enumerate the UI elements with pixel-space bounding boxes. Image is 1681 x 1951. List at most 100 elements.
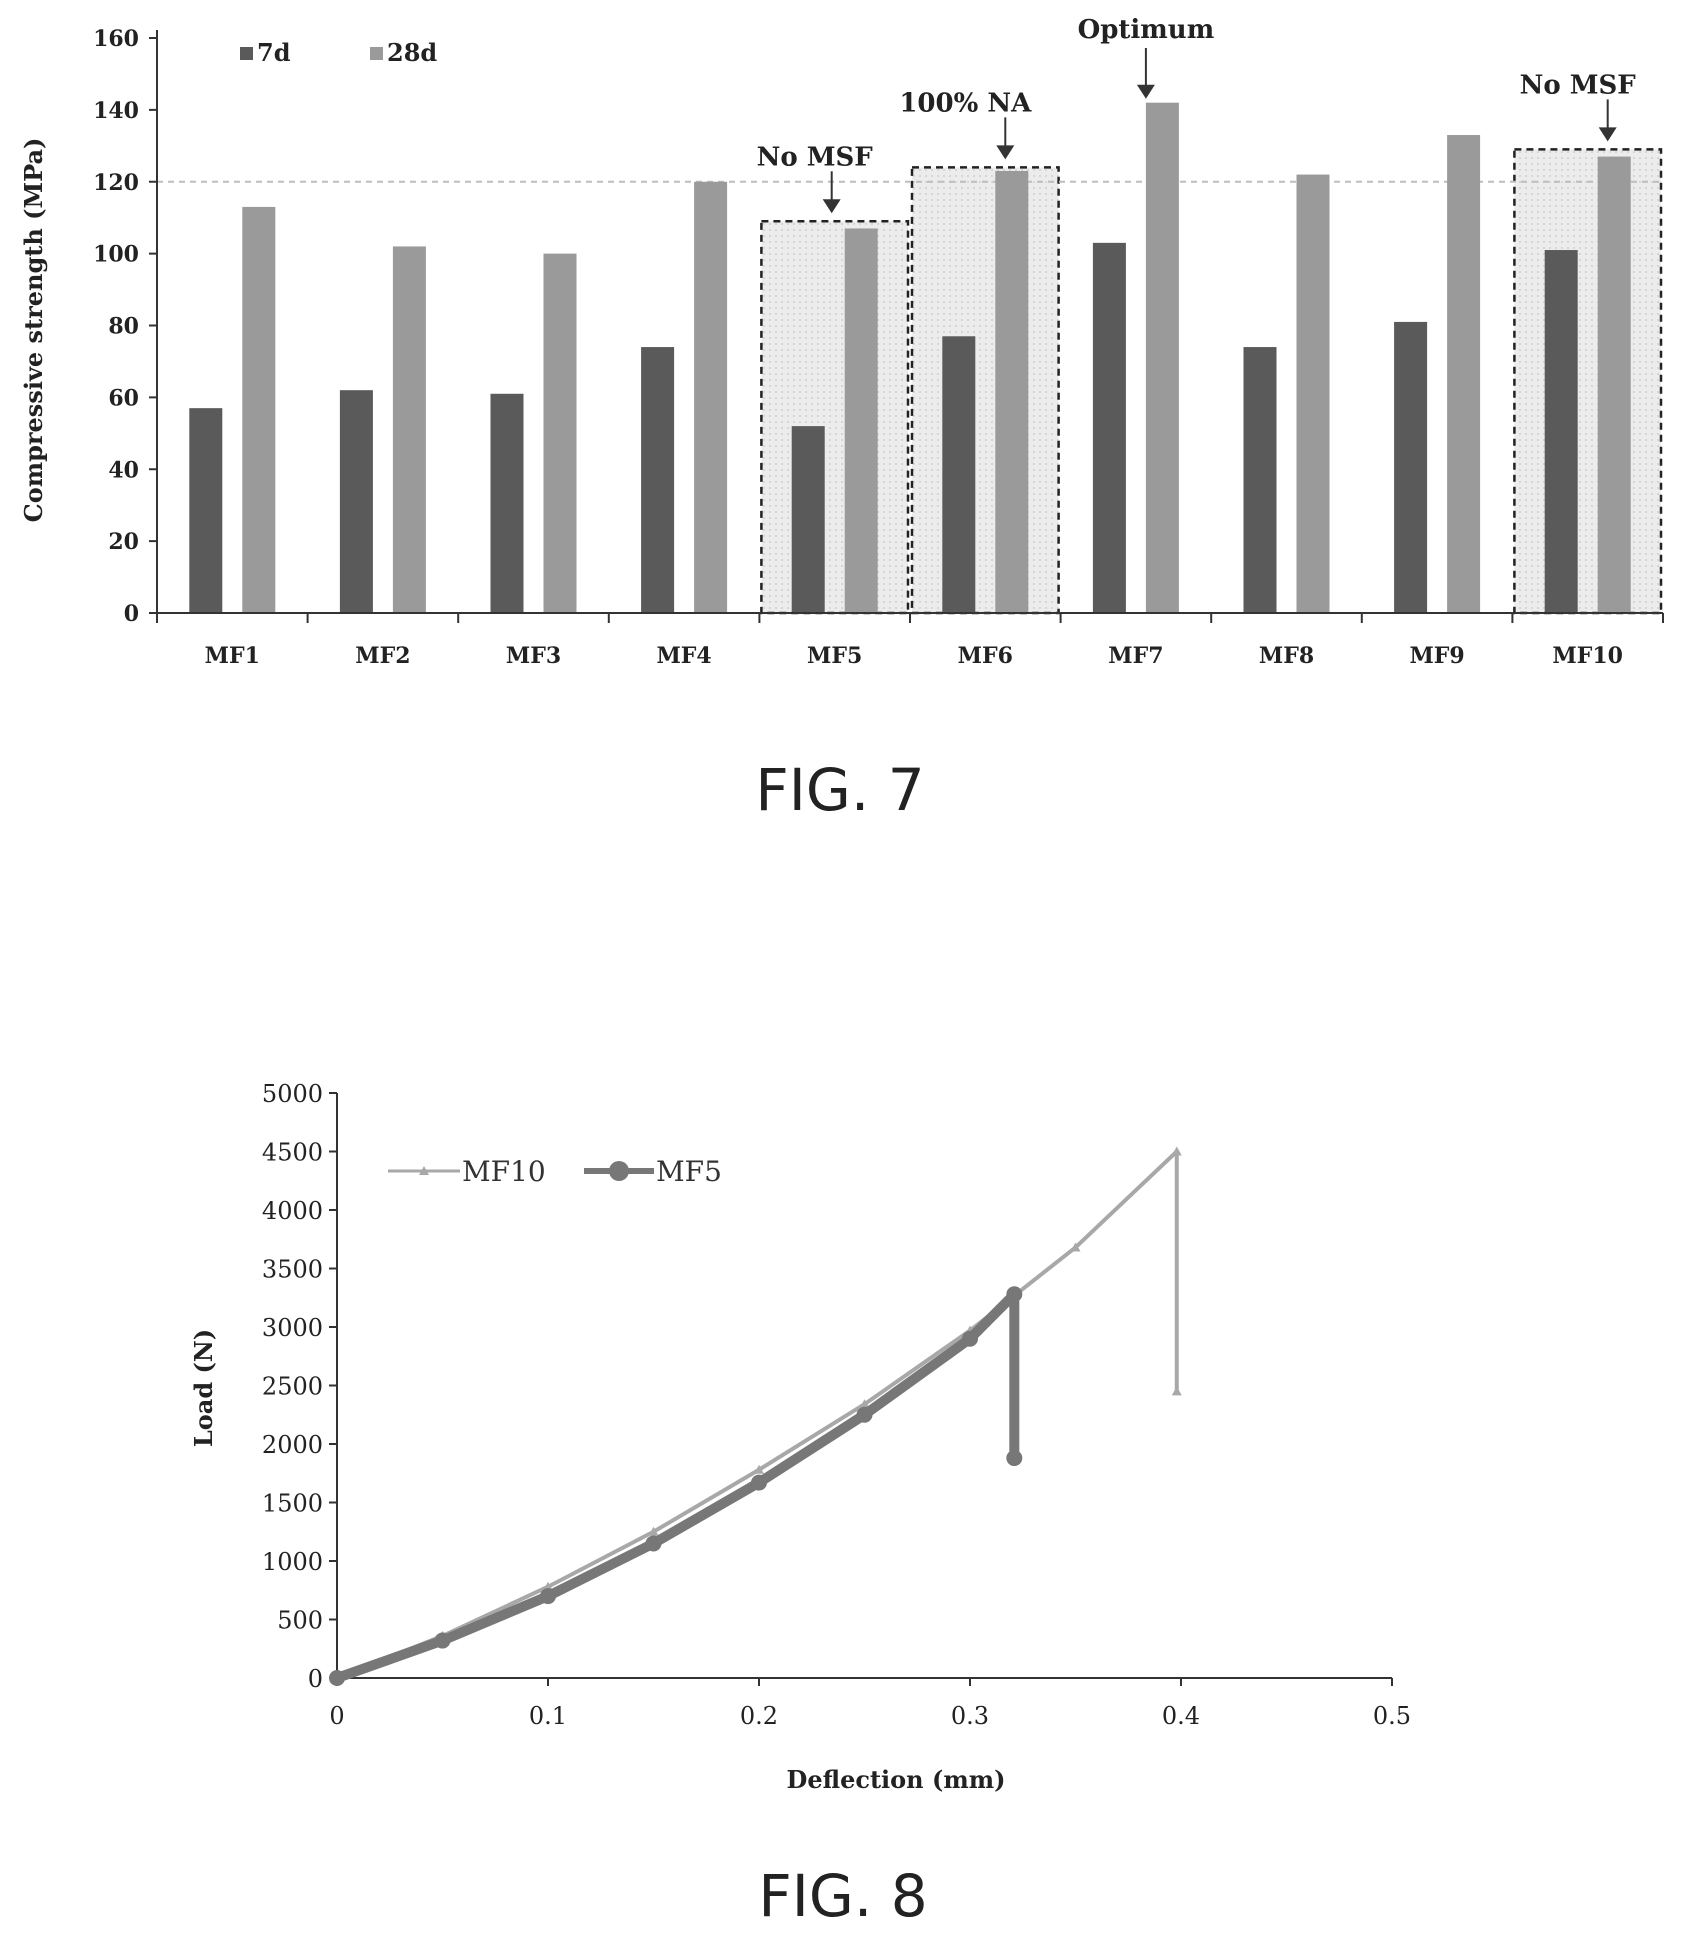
- fig8-legend-label-mf10: MF10: [462, 1155, 546, 1188]
- fig7-y-tick-label: 60: [108, 385, 139, 411]
- point-mf5: [645, 1535, 662, 1552]
- bar-28d-mf1: [242, 206, 276, 613]
- bar-7d-mf3: [490, 393, 524, 613]
- highlight-label-mf5: No MSF: [757, 142, 874, 172]
- fig7-legend: 7d 28d: [240, 38, 437, 67]
- fig7-y-tick-label: 20: [108, 529, 139, 555]
- fig7-bars: [189, 102, 1631, 613]
- bar-7d-mf1: [189, 408, 223, 613]
- fig7-x-ticks: MF1 MF2 MF3 MF4 MF5 MF6 MF7 MF8 MF9 MF10: [205, 643, 1623, 669]
- highlight-label-mf10: No MSF: [1520, 70, 1637, 100]
- bar-28d-mf7: [1145, 102, 1179, 613]
- annotation-label-mf7: Optimum: [1078, 15, 1215, 45]
- fig7-y-tick-label: 40: [108, 457, 139, 483]
- point-mf10: [754, 1464, 764, 1474]
- bar-28d-mf2: [392, 246, 426, 613]
- bar-7d-mf9: [1394, 321, 1428, 613]
- point-mf5: [751, 1474, 767, 1491]
- highlight-mf5-arrow-head: [822, 199, 841, 214]
- point-mf10: [859, 1399, 870, 1409]
- fig8-y-tick-label: 4500: [262, 1139, 323, 1167]
- fig7-x-tick-label: MF8: [1259, 643, 1314, 669]
- fig7-y-tick-label: 140: [93, 98, 139, 124]
- fig7-y-tick-label: 160: [93, 26, 139, 52]
- fig7-x-tick-label: MF10: [1552, 643, 1623, 669]
- fig8-x-tick-label: 0.1: [529, 1702, 567, 1730]
- fig7-x-tick-label: MF7: [1108, 643, 1163, 669]
- point-mf10: [1171, 1146, 1182, 1156]
- fig8-legend-marker-mf5: [609, 1161, 629, 1181]
- fig7-y-axis-title: Compressive strength (MPa): [19, 138, 48, 523]
- highlight-mf10-arrow-head: [1598, 127, 1617, 142]
- fig8-x-axis-title: Deflection (mm): [787, 1765, 1006, 1794]
- fig7-x-tick-label: MF3: [506, 643, 561, 669]
- fig7-caption: FIG. 7: [755, 756, 924, 824]
- series-line-mf5: [332, 1289, 1020, 1683]
- highlight-box-mf10: [1513, 148, 1663, 615]
- fig8-y-tick-label: 2500: [262, 1373, 323, 1401]
- fig7-y-tick-label: 0: [124, 601, 139, 627]
- annotation-mf7-arrow-head: [1136, 84, 1155, 99]
- fig8-series-lines: [329, 1146, 1182, 1686]
- highlight-box-mf6: [910, 166, 1060, 615]
- fig7-x-tick-label: MF2: [355, 643, 410, 669]
- fig8-y-tick-label: 1500: [262, 1490, 323, 1518]
- fig7-highlight-boxes: [760, 148, 1663, 615]
- bar-7d-mf7: [1092, 242, 1126, 613]
- fig8-x-tick-label: 0.3: [951, 1702, 989, 1730]
- fig7-x-tick-label: MF6: [958, 643, 1013, 669]
- bar-28d-mf4: [694, 181, 728, 613]
- fig7-bar-chart: 0 20 40 60 80 100 120 140 160 MF1 MF2 MF3 MF4 MF5 MF6…: [19, 15, 1664, 824]
- fig8-legend-label-mf5: MF5: [656, 1155, 722, 1188]
- fig8-caption: FIG. 8: [758, 1862, 927, 1930]
- fig7-annotations: No MSF 100% NA No MSF Optimum: [757, 15, 1637, 214]
- fig7-axes: [156, 30, 1664, 623]
- highlight-box-mf5: [760, 220, 910, 615]
- fig8-y-ticks: 0 500 1000 1500 2000 2500 3000 3500 4000 4500 5000: [262, 1080, 337, 1693]
- fig8-y-tick-label: 500: [277, 1607, 323, 1635]
- bar-7d-mf4: [641, 347, 675, 613]
- fig7-y-tick-label: 80: [108, 314, 139, 340]
- bar-7d-mf2: [339, 390, 373, 613]
- fig8-y-tick-label: 4000: [262, 1197, 323, 1225]
- point-mf5: [329, 1670, 345, 1686]
- point-mf5: [1006, 1286, 1023, 1303]
- fig7-y-tick-label: 100: [93, 242, 139, 268]
- bar-7d-mf8: [1243, 347, 1277, 613]
- fig8-legend-marker-mf10: [419, 1166, 429, 1175]
- fig7-x-tick-label: MF4: [656, 643, 711, 669]
- fig8-y-tick-label: 3000: [262, 1314, 323, 1342]
- fig7-legend-swatch-28d: [370, 47, 383, 60]
- point-mf10: [1171, 1386, 1182, 1396]
- point-mf5: [962, 1330, 978, 1347]
- fig7-legend-label-7d: 7d: [257, 38, 291, 67]
- bar-28d-mf6: [995, 170, 1029, 613]
- fig8-y-tick-label: 1000: [262, 1548, 323, 1576]
- bar-28d-mf10: [1597, 156, 1631, 613]
- bar-28d-mf5: [844, 228, 878, 613]
- point-mf5: [434, 1632, 451, 1649]
- highlight-mf6-arrow-head: [996, 145, 1015, 160]
- point-mf10: [648, 1526, 659, 1536]
- fig8-x-tick-label: 0: [329, 1702, 344, 1730]
- point-mf10: [543, 1581, 553, 1591]
- bar-7d-mf6: [942, 336, 976, 613]
- fig8-y-tick-label: 3500: [262, 1256, 323, 1284]
- fig8-y-axis-title: Load (N): [189, 1329, 218, 1447]
- highlight-label-mf6: 100% NA: [899, 88, 1032, 118]
- bar-28d-mf9: [1447, 135, 1481, 613]
- fig7-legend-label-28d: 28d: [387, 38, 437, 67]
- point-mf5: [856, 1406, 873, 1423]
- fig8-x-tick-label: 0.2: [740, 1702, 778, 1730]
- series-line-mf10: [335, 1149, 1179, 1680]
- fig8-line-chart: 0 500 1000 1500 2000 2500 3000 3500 4000 4500 5000…: [189, 1080, 1411, 1930]
- fig8-x-tick-label: 0.4: [1162, 1702, 1200, 1730]
- bar-28d-mf8: [1296, 174, 1330, 613]
- fig8-x-tick-label: 0.5: [1373, 1702, 1411, 1730]
- fig7-y-tick-label: 120: [93, 170, 139, 196]
- fig7-x-tick-label: MF5: [807, 643, 862, 669]
- point-mf10: [1070, 1242, 1081, 1252]
- fig8-y-tick-label: 2000: [262, 1431, 323, 1459]
- fig7-x-tick-label: MF9: [1409, 643, 1464, 669]
